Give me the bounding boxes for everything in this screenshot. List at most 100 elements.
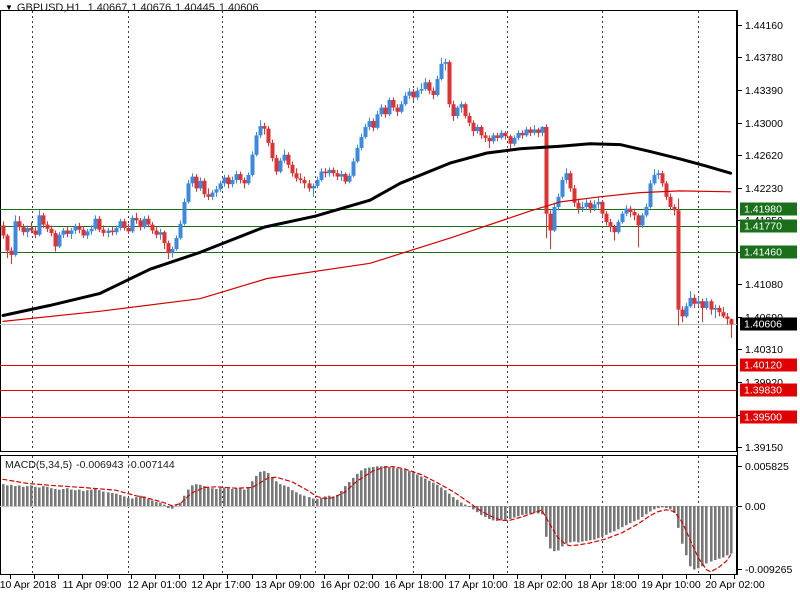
candlestick xyxy=(467,115,472,123)
ohlc-high: 1.40676 xyxy=(131,2,172,14)
macd-histogram-bar xyxy=(191,485,194,506)
price-level-tag-red-text: 1.40120 xyxy=(744,360,782,372)
candlestick xyxy=(294,173,299,179)
candlestick xyxy=(676,210,681,310)
macd-histogram-bar xyxy=(239,487,242,506)
candlestick xyxy=(41,215,46,225)
candlestick xyxy=(106,230,111,234)
candlestick xyxy=(61,230,66,235)
candlestick xyxy=(652,174,657,184)
macd-histogram-bar xyxy=(247,488,250,506)
macd-axis-label: -0.009265 xyxy=(745,564,792,576)
time-axis-label: 18 Apr 02:00 xyxy=(513,579,573,591)
candlestick xyxy=(399,104,404,112)
macd-histogram-bar xyxy=(408,471,411,506)
candlestick xyxy=(608,222,613,228)
candlestick xyxy=(524,129,529,136)
macd-histogram-bar xyxy=(267,473,270,506)
time-axis-label: 13 Apr 09:00 xyxy=(255,579,315,591)
candlestick xyxy=(17,221,22,228)
price-level-tag-green xyxy=(740,245,797,259)
macd-histogram-bar xyxy=(665,506,668,509)
macd-histogram-bar xyxy=(58,489,61,506)
macd-histogram-bar xyxy=(299,494,302,506)
price-level-tag-green-text: 1.41980 xyxy=(744,204,782,216)
candlestick xyxy=(668,196,673,207)
macd-histogram-bar xyxy=(541,506,544,515)
macd-histogram-bar xyxy=(203,486,206,506)
macd-histogram-bar xyxy=(199,484,202,506)
candlestick xyxy=(339,174,344,177)
macd-histogram-bar xyxy=(500,506,503,521)
candlestick xyxy=(584,202,589,207)
macd-histogram-bar xyxy=(432,482,435,506)
candlestick xyxy=(246,174,251,184)
candlestick xyxy=(13,221,18,255)
candlestick xyxy=(315,179,320,186)
macd-histogram-bar xyxy=(275,481,278,506)
candlestick xyxy=(503,132,508,137)
macd-histogram-bar xyxy=(215,488,218,506)
macd-histogram-bar xyxy=(444,490,447,506)
candlestick xyxy=(616,222,621,233)
macd-histogram-bar xyxy=(593,506,596,540)
macd-histogram-bar xyxy=(452,497,455,506)
macd-histogram-bar xyxy=(328,495,331,506)
macd-histogram-bar xyxy=(589,506,592,541)
macd-histogram-bar xyxy=(549,506,552,549)
macd-histogram-bar xyxy=(42,486,45,506)
candlestick xyxy=(97,218,102,230)
candlestick xyxy=(174,238,179,250)
candlestick xyxy=(186,183,191,202)
macd-histogram-bar xyxy=(718,506,721,559)
macd-axis-label: 0.005825 xyxy=(745,461,789,473)
candlestick xyxy=(258,126,263,136)
macd-histogram-bar xyxy=(649,506,652,512)
candlestick xyxy=(351,161,356,176)
candlestick xyxy=(69,230,74,234)
macd-histogram-bar xyxy=(175,505,178,507)
macd-histogram-bar xyxy=(227,488,230,506)
macd-histogram-bar xyxy=(657,506,660,509)
macd-signal-value: -0.007144 xyxy=(127,459,175,471)
macd-histogram-bar xyxy=(243,489,246,506)
macd-histogram-bar xyxy=(726,506,729,556)
macd-histogram-bar xyxy=(368,467,371,506)
time-axis-label: 16 Apr 02:00 xyxy=(320,579,380,591)
macd-histogram-bar xyxy=(131,498,134,506)
candlestick xyxy=(85,231,90,236)
macd-histogram-bar xyxy=(2,484,5,506)
macd-histogram-bar xyxy=(135,497,138,506)
candlestick xyxy=(311,185,316,189)
macd-histogram-bar xyxy=(693,506,696,570)
candlestick xyxy=(544,126,549,214)
macd-histogram-bar xyxy=(115,493,118,506)
candlestick xyxy=(512,137,517,144)
candlestick xyxy=(57,234,62,247)
macd-histogram-bar xyxy=(255,475,258,506)
candlestick xyxy=(632,211,637,216)
candlestick xyxy=(375,114,380,128)
macd-histogram-bar xyxy=(637,506,640,520)
macd-histogram-bar xyxy=(283,485,286,506)
macd-histogram-bar xyxy=(10,484,13,506)
macd-histogram-bar xyxy=(62,488,65,506)
macd-histogram-bar xyxy=(127,497,130,506)
macd-histogram-bar xyxy=(46,486,49,506)
candlestick xyxy=(684,306,689,317)
candlestick xyxy=(648,183,653,207)
macd-histogram-bar xyxy=(336,495,339,506)
candlestick xyxy=(672,206,677,211)
macd-histogram-bar xyxy=(107,492,110,506)
candlestick xyxy=(483,135,488,138)
macd-histogram-bar xyxy=(545,506,548,537)
macd-histogram-bar xyxy=(183,495,186,506)
candlestick xyxy=(274,158,279,172)
price-axis-label: 1.43390 xyxy=(745,85,783,97)
chart-collapse-icon[interactable]: ▼ xyxy=(5,3,13,12)
candlestick xyxy=(508,136,513,144)
macd-histogram-bar xyxy=(356,473,359,506)
candlestick xyxy=(250,154,255,175)
macd-histogram-bar xyxy=(392,467,395,506)
